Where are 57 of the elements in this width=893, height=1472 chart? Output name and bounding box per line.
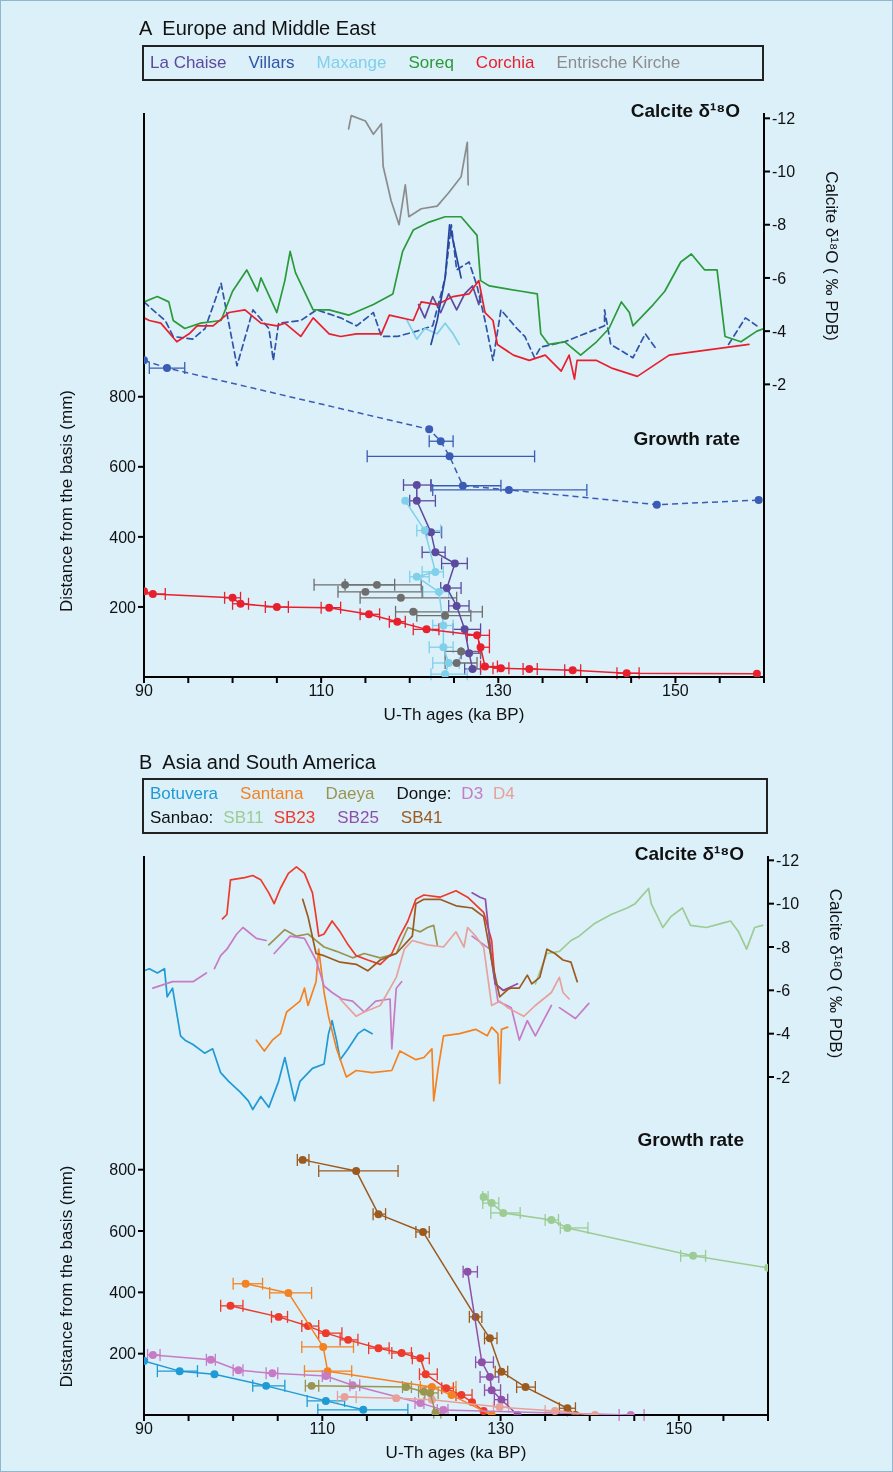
y2-axis-title: Calcite δ¹⁸O ( ‰ PDB) [825, 888, 845, 1059]
text: SB11 [223, 807, 264, 829]
y2-tick-label: -6 [776, 982, 791, 1000]
y-axis-title: Distance from the basis (mm) [57, 1165, 77, 1388]
text: La Chaise [150, 52, 227, 74]
y-tick-label: 600 [109, 458, 137, 476]
text: Sanbao: [150, 807, 214, 829]
chart-title: A Europe and Middle East [139, 17, 376, 40]
y-axis-title: Distance from the basis (mm) [57, 390, 77, 612]
chart-title: B Asia and South America [139, 751, 376, 774]
text: Maxange [316, 52, 387, 74]
y2-tick-label: -2 [776, 1068, 791, 1086]
y-tick-label: 800 [109, 388, 137, 406]
annotation: Calcite δ¹⁸O [634, 843, 744, 865]
x-tick-label: 130 [487, 1420, 515, 1438]
text: D3 [461, 783, 484, 805]
text: Botuvera [150, 783, 219, 805]
y2-tick-label: -12 [776, 852, 800, 870]
text: D4 [493, 783, 515, 805]
x-tick-label: 90 [135, 1420, 153, 1438]
text: Villars [248, 52, 295, 74]
text: Entrische Kirche [556, 52, 681, 74]
y2-tick-label: -10 [772, 163, 796, 181]
text: Santana [240, 783, 304, 805]
y2-tick-label: -4 [772, 322, 787, 340]
text: Donge: [396, 783, 452, 805]
annotation: Calcite δ¹⁸O [630, 100, 740, 122]
x-tick-label: 150 [665, 1420, 693, 1438]
text: SB25 [337, 807, 379, 829]
x-tick-label: 110 [309, 1420, 336, 1438]
y2-tick-label: -2 [772, 376, 787, 394]
y2-tick-label: -8 [776, 938, 791, 956]
y-tick-label: 400 [109, 528, 137, 546]
y-tick-label: 400 [109, 1284, 137, 1302]
y2-tick-label: -10 [776, 895, 800, 913]
annotation: Growth rate [633, 428, 740, 451]
text: SB23 [273, 807, 316, 829]
y-tick-label: 200 [109, 1345, 137, 1363]
x-axis-title: U-Th ages (ka BP) [382, 705, 526, 725]
x-tick-label: 90 [135, 682, 153, 700]
y2-tick-label: -12 [772, 110, 796, 127]
annotation: Growth rate [637, 1129, 744, 1152]
y2-tick-label: -6 [772, 269, 787, 287]
text: Soreq [408, 52, 454, 74]
x-tick-label: 150 [662, 682, 689, 700]
x-tick-label: 110 [308, 682, 334, 700]
y-tick-label: 200 [109, 598, 137, 616]
text: SB41 [400, 807, 443, 829]
y2-tick-label: -4 [776, 1025, 791, 1043]
y2-tick-label: -8 [772, 216, 787, 234]
y-tick-label: 600 [109, 1222, 137, 1240]
x-tick-label: 130 [484, 682, 512, 700]
text: Corchia [475, 52, 535, 74]
y-tick-label: 800 [109, 1161, 137, 1179]
y2-axis-title: Calcite δ¹⁸O ( ‰ PDB) [821, 171, 841, 341]
text: Daeya [325, 783, 375, 805]
x-axis-title: U-Th ages (ka BP) [384, 1443, 528, 1463]
